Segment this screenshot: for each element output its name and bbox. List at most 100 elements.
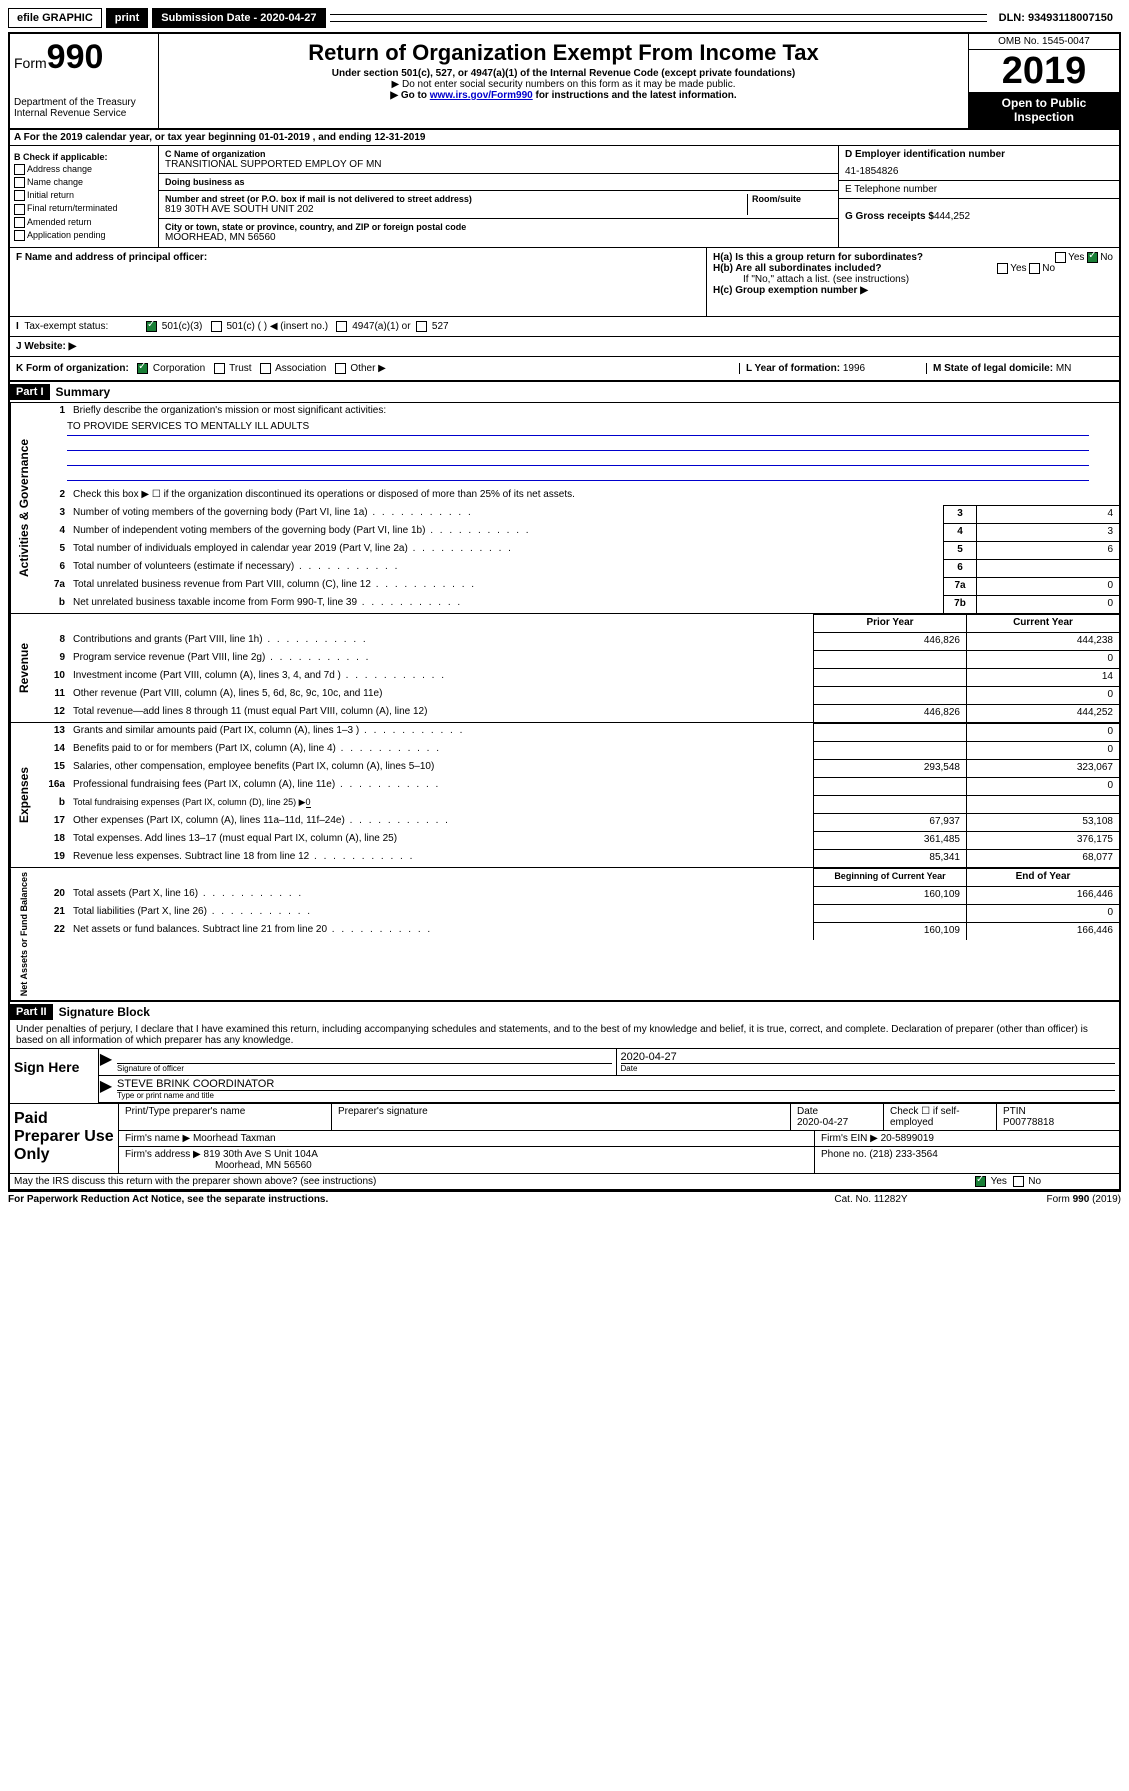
label-address-change: Address change [27,164,92,174]
no-label-2: No [1042,263,1055,274]
paid-preparer-label: Paid Preparer Use Only [10,1104,119,1173]
line11-label: Other revenue (Part VIII, column (A), li… [73,688,382,699]
perjury-statement: Under penalties of perjury, I declare th… [10,1022,1119,1049]
dln: DLN: 93493118007150 [991,9,1121,27]
checkbox-application[interactable] [14,230,25,241]
cb-4947[interactable] [336,321,347,332]
print-button[interactable]: print [106,8,148,28]
efile-label: efile GRAPHIC [8,8,102,28]
line6-val [976,559,1119,577]
open-public-2: Inspection [1014,110,1074,124]
line16b-val: 0 [306,797,311,808]
line13-prior [813,723,966,741]
line15-curr: 323,067 [966,759,1119,777]
checkbox-address[interactable] [14,164,25,175]
line13-label: Grants and similar amounts paid (Part IX… [73,725,359,736]
cb-trust[interactable] [214,363,225,374]
firm-addr2: Moorhead, MN 56560 [215,1160,312,1171]
no-label: No [1100,252,1113,263]
firm-addr-label: Firm's address ▶ [125,1149,201,1160]
sig-date: 2020-04-27 [621,1051,1116,1063]
firm-name: Moorhead Taxman [193,1133,276,1144]
line5-val: 6 [976,541,1119,559]
paid-preparer-section: Paid Preparer Use Only Print/Type prepar… [10,1103,1119,1174]
section-revenue: Revenue Prior YearCurrent Year 8Contribu… [10,614,1119,723]
checkbox-final[interactable] [14,204,25,215]
line9-prior [813,650,966,668]
line17-curr: 53,108 [966,813,1119,831]
line8-prior: 446,826 [813,632,966,650]
ha-label: H(a) Is this a group return for subordin… [713,252,923,263]
line22-label: Net assets or fund balances. Subtract li… [73,924,327,935]
hb-yes[interactable] [997,263,1008,274]
line12-prior: 446,826 [813,704,966,722]
officer-name: STEVE BRINK COORDINATOR [117,1078,1115,1091]
hb-no[interactable] [1029,263,1040,274]
dept-treasury: Department of the Treasury [14,97,154,108]
line11-curr: 0 [966,686,1119,704]
line13-curr: 0 [966,723,1119,741]
discuss-row: May the IRS discuss this return with the… [10,1174,1119,1190]
sig-officer-label: Signature of officer [117,1063,612,1073]
vtab-activities: Activities & Governance [10,403,37,613]
line8-label: Contributions and grants (Part VIII, lin… [73,634,263,645]
form-header: Form990 Department of the Treasury Inter… [10,34,1119,130]
ptin-label: PTIN [1003,1106,1113,1117]
cb-501c[interactable] [211,321,222,332]
cat-number: Cat. No. 11282Y [771,1194,971,1205]
line2: Check this box ▶ ☐ if the organization d… [69,487,1119,505]
checkbox-name[interactable] [14,177,25,188]
label-name-change: Name change [27,177,83,187]
omb-number: OMB No. 1545-0047 [969,34,1119,50]
cb-assoc[interactable] [260,363,271,374]
col-b-title: B Check if applicable: [14,152,108,162]
ha-yes[interactable] [1055,252,1066,263]
line12-curr: 444,252 [966,704,1119,722]
yes-label: Yes [1068,252,1084,263]
irs-link[interactable]: www.irs.gov/Form990 [430,90,533,101]
cb-527[interactable] [416,321,427,332]
line14-label: Benefits paid to or for members (Part IX… [73,743,336,754]
line16b-prior-shaded [813,795,966,813]
line14-curr: 0 [966,741,1119,759]
ha-no[interactable] [1087,252,1098,263]
year-formation-label: L Year of formation: [746,363,840,374]
firm-name-label: Firm's name ▶ [125,1133,190,1144]
cb-corp[interactable] [137,363,148,374]
dba-label: Doing business as [165,177,832,187]
sig-date-label: Date [621,1063,1116,1073]
corp-label: Corporation [153,363,205,374]
line15-prior: 293,548 [813,759,966,777]
line18-label: Total expenses. Add lines 13–17 (must eq… [73,833,397,844]
cb-other[interactable] [335,363,346,374]
vtab-expenses: Expenses [10,723,37,867]
line7a-label: Total unrelated business revenue from Pa… [73,579,371,590]
irs-label: Internal Revenue Service [14,108,154,119]
line22-prior: 160,109 [813,922,966,940]
hb-note: If "No," attach a list. (see instruction… [713,274,1113,285]
goto-post: for instructions and the latest informat… [533,90,737,101]
gross-value: 444,252 [934,211,970,222]
line16a-curr: 0 [966,777,1119,795]
discuss-yes[interactable] [975,1176,986,1187]
website-label: J Website: ▶ [16,341,76,352]
section-activities-governance: Activities & Governance 1Briefly describ… [10,403,1119,614]
line7a-val: 0 [976,577,1119,595]
line4-val: 3 [976,523,1119,541]
state-domicile-label: M State of legal domicile: [933,363,1053,374]
col-d-ein: D Employer identification number 41-1854… [838,146,1119,247]
mission-blank [67,436,1089,451]
discuss-no[interactable] [1013,1176,1024,1187]
line21-curr: 0 [966,904,1119,922]
part2-label: Part II [10,1004,53,1020]
checkbox-initial[interactable] [14,190,25,201]
form-990: Form990 Department of the Treasury Inter… [8,32,1121,1192]
checkbox-amended[interactable] [14,217,25,228]
form-number: 990 [47,38,104,76]
prep-sig-label: Preparer's signature [338,1106,784,1117]
cb-501c3[interactable] [146,321,157,332]
line10-prior [813,668,966,686]
row-a-tax-year: A For the 2019 calendar year, or tax yea… [10,130,1119,146]
line10-curr: 14 [966,668,1119,686]
line1-label: Briefly describe the organization's miss… [69,403,1119,421]
